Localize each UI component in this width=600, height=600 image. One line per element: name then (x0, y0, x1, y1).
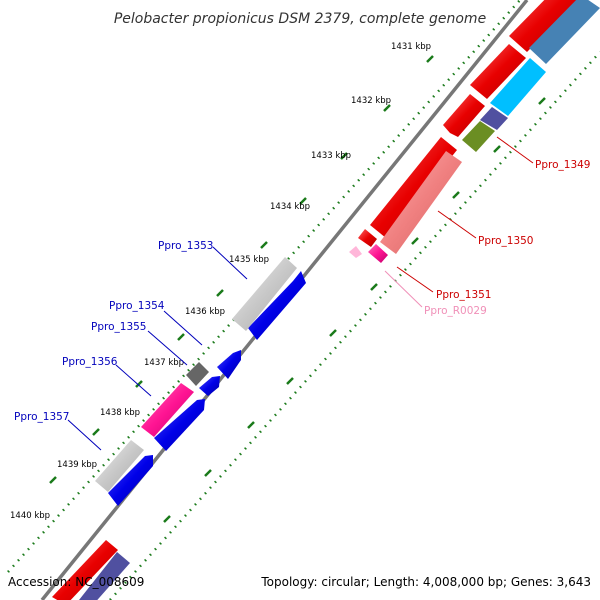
gene-label-text: Ppro_1353 (158, 240, 213, 252)
cog-feature[interactable] (232, 257, 297, 331)
gene-label-ppro-1354[interactable]: Ppro_1354 (109, 300, 203, 346)
gene-label-ppro-r0029[interactable]: Ppro_R0029 (384, 270, 487, 317)
forward-cds-feature[interactable] (358, 229, 377, 247)
forward-cds-feature[interactable] (370, 137, 457, 238)
reverse-cds-feature[interactable] (217, 350, 241, 379)
forward-cds-feature[interactable] (52, 540, 118, 600)
forward-cds-feature[interactable] (470, 44, 526, 99)
gene-label-text: Ppro_1354 (109, 300, 165, 312)
tick-label: 1434 kbp (270, 202, 310, 212)
inner-tick-ring (109, 51, 600, 600)
forward-cds-feature[interactable] (509, 0, 578, 52)
cog-feature[interactable] (490, 58, 546, 116)
gene-label-text: Ppro_1357 (14, 411, 69, 423)
tick-label: 1440 kbp (10, 511, 50, 521)
tick-1437: 1437 kbp (144, 333, 294, 385)
gene-label-text: Ppro_1349 (535, 159, 590, 171)
tick-label: 1435 kbp (229, 255, 269, 265)
tick-1436: 1436 kbp (185, 289, 337, 337)
cog-feature[interactable] (529, 0, 600, 64)
forward-cds-feature[interactable] (443, 94, 485, 137)
cog-feature[interactable] (462, 121, 495, 152)
tick-1432: 1432 kbp (351, 96, 501, 153)
trna-feature[interactable] (349, 246, 362, 258)
tick-1433: 1433 kbp (311, 151, 460, 199)
gene-label-ppro-1349[interactable]: Ppro_1349 (496, 136, 590, 171)
cog-feature[interactable] (368, 244, 388, 263)
tick-1440: 1440 kbp (10, 476, 171, 523)
tick-label: 1436 kbp (185, 307, 225, 317)
cog-feature[interactable] (79, 552, 130, 600)
tick-label: 1437 kbp (144, 358, 184, 368)
cog-feature[interactable] (380, 151, 462, 254)
gene-label-text: Ppro_R0029 (424, 305, 487, 317)
reverse-cds-feature[interactable] (154, 399, 205, 451)
tick-1435: 1435 kbp (229, 241, 378, 291)
cog-feature[interactable] (95, 440, 144, 492)
tick-label: 1433 kbp (311, 151, 351, 161)
gene-label-text: Ppro_1350 (478, 235, 533, 247)
reverse-cds-feature[interactable] (108, 455, 153, 506)
tick-label: 1439 kbp (57, 460, 97, 470)
tick-label: 1438 kbp (100, 408, 140, 418)
tick-1434: 1434 kbp (270, 197, 419, 245)
gene-label-ppro-1355[interactable]: Ppro_1355 (91, 321, 188, 366)
cog-feature[interactable] (186, 362, 209, 386)
gene-label-text: Ppro_1351 (436, 289, 491, 301)
reverse-cds-feature[interactable] (248, 271, 306, 340)
cog-feature[interactable] (480, 107, 508, 130)
gene-label-ppro-1351[interactable]: Ppro_1351 (396, 266, 491, 301)
tick-1431: 1431 kbp (391, 42, 546, 105)
tick-label: 1431 kbp (391, 42, 431, 52)
gene-label-text: Ppro_1355 (91, 321, 146, 333)
reverse-cds-feature[interactable] (199, 376, 220, 396)
gene-label-ppro-1357[interactable]: Ppro_1357 (14, 411, 102, 451)
gene-label-text: Ppro_1356 (62, 356, 118, 368)
tick-1438: 1438 kbp (100, 380, 255, 429)
map-title: Pelobacter propionicus DSM 2379, complet… (114, 11, 486, 27)
accession-text: Accession: NC_008609 (8, 575, 144, 589)
cog-feature[interactable] (141, 383, 194, 437)
gene-label-ppro-1356[interactable]: Ppro_1356 (62, 356, 152, 397)
tick-1439: 1439 kbp (57, 428, 212, 477)
summary-text: Topology: circular; Length: 4,008,000 bp… (260, 575, 591, 589)
tick-label: 1432 kbp (351, 96, 391, 106)
gene-label-ppro-1350[interactable]: Ppro_1350 (437, 210, 533, 247)
gene-label-ppro-1353[interactable]: Ppro_1353 (158, 240, 248, 280)
